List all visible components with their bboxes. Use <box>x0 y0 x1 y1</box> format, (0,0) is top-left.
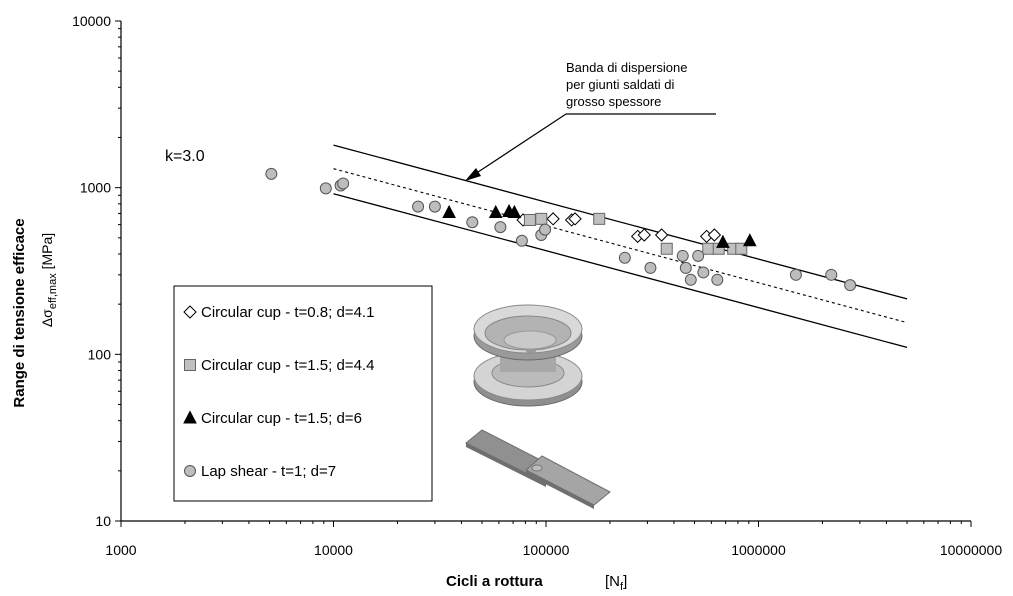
band-line-mean <box>333 168 908 324</box>
data-point-circle <box>515 234 528 247</box>
data-point-triangle <box>716 234 730 248</box>
x-axis-unit-close: ] <box>623 573 627 590</box>
data-point-square <box>535 212 548 225</box>
data-point-circle <box>412 200 425 213</box>
y-axis-subtitle-subscript: eff,max <box>47 273 59 309</box>
scatter-band-lines <box>333 144 908 349</box>
y-tick-label: 10 <box>95 513 111 529</box>
x-axis-unit-sub: f <box>620 581 624 593</box>
data-point-triangle <box>742 233 757 247</box>
data-point-square <box>593 212 606 225</box>
data-points <box>265 167 857 292</box>
circular-cup-specimen-image <box>473 304 583 407</box>
y-tick-label: 100 <box>88 346 112 362</box>
data-point-square <box>735 242 748 255</box>
tick-labels: 1000 10000 100000 1000000 10000000 10 100 1000 1… <box>72 13 1002 558</box>
data-point-square <box>523 213 536 226</box>
y-axis-subtitle-symbol: Δσ <box>39 309 55 327</box>
data-point-circle <box>692 249 705 262</box>
x-axis-title: Cicli a rottura <box>446 573 543 590</box>
data-point-circle <box>319 182 332 195</box>
data-point-circle <box>711 273 724 286</box>
legend-marker-triangle <box>183 410 197 424</box>
slope-label: k=3.0 <box>165 148 205 165</box>
data-point-circle <box>428 200 441 213</box>
legend-label: Circular cup - t=1.5; d=6 <box>201 410 362 427</box>
data-point-circle <box>337 177 350 190</box>
y-tick-label: 1000 <box>80 180 111 196</box>
y-axis-title: Range di tensione efficace <box>11 218 28 407</box>
y-tick-label: 10000 <box>72 13 111 29</box>
band-label-line-1: Banda di dispersione <box>566 60 687 75</box>
data-point-circle <box>676 249 689 262</box>
x-axis-unit-open: [N <box>605 573 620 590</box>
band-line-upper <box>333 144 908 300</box>
x-tick-label: 10000 <box>314 542 353 558</box>
band-annotation: Banda di dispersione per giunti saldati … <box>465 60 716 181</box>
data-point-diamond <box>546 212 560 226</box>
lap-shear-specimen-image <box>465 429 611 509</box>
band-label-line-3: grosso spessore <box>566 94 661 109</box>
legend-marker-circle <box>184 465 196 477</box>
legend-marker-square <box>184 359 196 371</box>
legend-marker-diamond <box>183 305 197 319</box>
data-point-circle <box>825 268 838 281</box>
x-axis-unit: [Nf] <box>605 573 627 593</box>
legend: Circular cup - t=0.8; d=4.1 Circular cup … <box>173 285 433 502</box>
data-point-triangle <box>442 204 456 218</box>
legend-items: Circular cup - t=0.8; d=4.1 Circular cup … <box>183 304 374 480</box>
data-point-diamond <box>707 228 722 242</box>
x-axis-title-main: Cicli a rottura <box>446 573 543 590</box>
data-point-circle <box>539 223 552 236</box>
data-point-circle <box>844 279 857 292</box>
data-point-circle <box>697 266 710 279</box>
data-point-triangle <box>507 204 522 218</box>
data-point-circle <box>684 273 697 286</box>
y-axis-subtitle: Δσeff,max [MPa] <box>39 233 59 327</box>
data-point-square <box>702 242 715 255</box>
x-tick-label: 10000000 <box>940 542 1003 558</box>
x-tick-label: 1000 <box>105 542 136 558</box>
data-point-triangle <box>488 204 503 218</box>
legend-label: Lap shear - t=1; d=7 <box>201 463 336 480</box>
data-point-circle <box>494 221 507 234</box>
data-point-diamond <box>637 228 651 242</box>
data-point-circle <box>466 216 479 229</box>
y-axis-subtitle-unit: [MPa] <box>39 233 55 273</box>
band-line-lower <box>333 193 908 349</box>
data-point-diamond <box>568 212 582 226</box>
legend-label: Circular cup - t=0.8; d=4.1 <box>201 304 374 321</box>
x-tick-label: 1000000 <box>731 542 786 558</box>
ticks <box>115 20 972 527</box>
band-arrow-shaft <box>471 113 567 177</box>
legend-label: Circular cup - t=1.5; d=4.4 <box>201 357 374 374</box>
data-point-square <box>660 242 673 255</box>
data-point-circle <box>789 268 802 281</box>
x-tick-label: 100000 <box>523 542 570 558</box>
data-point-circle <box>679 261 692 274</box>
band-label-line-2: per giunti saldati di <box>566 77 675 92</box>
data-point-circle <box>644 261 657 274</box>
data-point-circle <box>265 167 278 180</box>
legend-box <box>173 285 433 502</box>
data-point-diamond <box>654 228 669 242</box>
data-point-circle <box>618 251 631 264</box>
band-arrow-head <box>465 168 481 181</box>
